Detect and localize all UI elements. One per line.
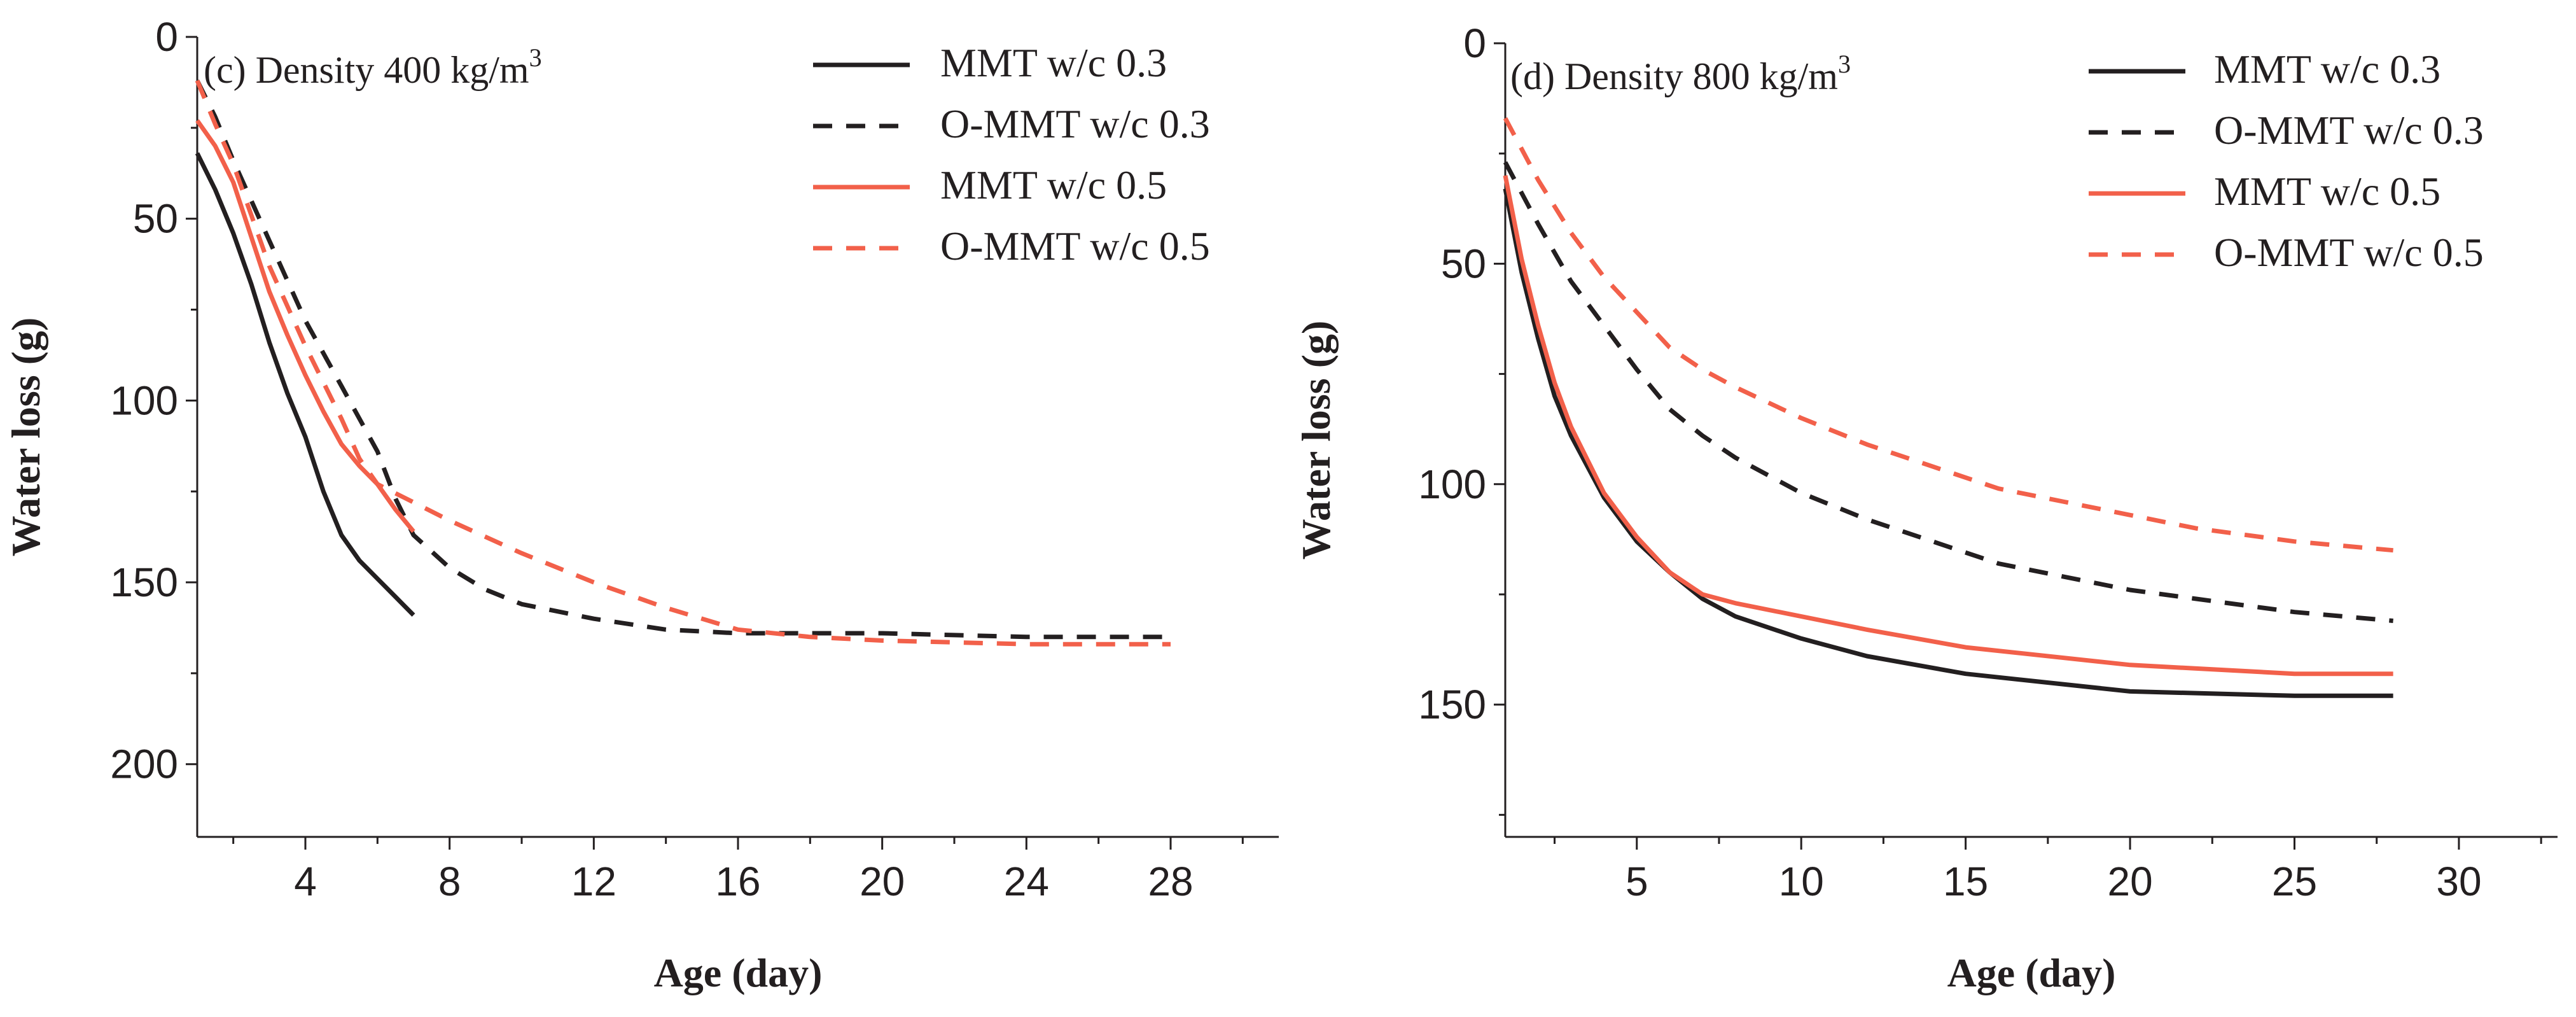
legend-label: O-MMT w/c 0.5 — [940, 223, 1210, 269]
y-tick-label: 50 — [1441, 241, 1486, 286]
x-tick-label: 24 — [1004, 859, 1049, 904]
x-tick-label: 15 — [1943, 859, 1988, 904]
panel-label: (d) Density 800 kg/m3 — [1510, 50, 1851, 97]
x-tick-label: 20 — [2107, 859, 2152, 904]
x-tick-label: 16 — [715, 859, 760, 904]
chart-panel-d: 0 50 100 150 5 10 15 20 25 30 Age (day) Water loss … — [1293, 20, 2558, 995]
series-line-2 — [195, 80, 1171, 640]
series-line-3 — [1503, 175, 2393, 677]
x-tick-label: 8 — [438, 859, 461, 904]
series-line-4 — [195, 80, 1171, 647]
y-axis-title: Water loss (g) — [1293, 321, 1339, 560]
y-tick-label: 50 — [133, 196, 178, 242]
legend-label: MMT w/c 0.5 — [2214, 169, 2440, 214]
series-line-4 — [1503, 117, 2393, 553]
x-tick-label: 5 — [1626, 859, 1648, 904]
y-tick-label: 200 — [110, 741, 178, 787]
y-tick-label: 150 — [1418, 682, 1486, 727]
chart-panel-c: 0 50 100 150 200 4 8 12 16 20 24 28 Age (day) Water l… — [3, 14, 1279, 995]
panel-label-superscript: 3 — [529, 43, 542, 72]
y-axis-title: Water loss (g) — [3, 318, 48, 557]
y-tick-label: 100 — [110, 377, 178, 423]
y-tick-label: 100 — [1418, 461, 1486, 507]
x-axis-title: Age (day) — [654, 950, 823, 995]
x-tick-label: 12 — [571, 859, 616, 904]
x-tick-label: 10 — [1779, 859, 1824, 904]
series-line-3 — [195, 119, 415, 533]
y-tick-label: 0 — [1463, 20, 1486, 66]
series-line-1 — [195, 152, 415, 617]
legend-label: MMT w/c 0.3 — [2214, 46, 2440, 92]
x-tick-label: 30 — [2436, 859, 2481, 904]
x-tick-label: 20 — [860, 859, 905, 904]
x-tick-label: 28 — [1148, 859, 1193, 904]
legend-label: MMT w/c 0.3 — [940, 40, 1167, 85]
legend-label: O-MMT w/c 0.3 — [2214, 108, 2484, 153]
x-tick-label: 25 — [2272, 859, 2317, 904]
y-tick-label: 150 — [110, 559, 178, 605]
x-tick-label: 4 — [294, 859, 317, 904]
series-line-2 — [1503, 161, 2393, 623]
panel-label: (c) Density 400 kg/m3 — [204, 43, 542, 91]
legend-label: O-MMT w/c 0.3 — [940, 101, 1210, 146]
legend-label: O-MMT w/c 0.5 — [2214, 230, 2484, 275]
panel-label-superscript: 3 — [1838, 50, 1851, 78]
x-axis-title: Age (day) — [1947, 950, 2116, 995]
y-tick-label: 0 — [155, 14, 178, 60]
legend-label: MMT w/c 0.5 — [940, 162, 1167, 207]
